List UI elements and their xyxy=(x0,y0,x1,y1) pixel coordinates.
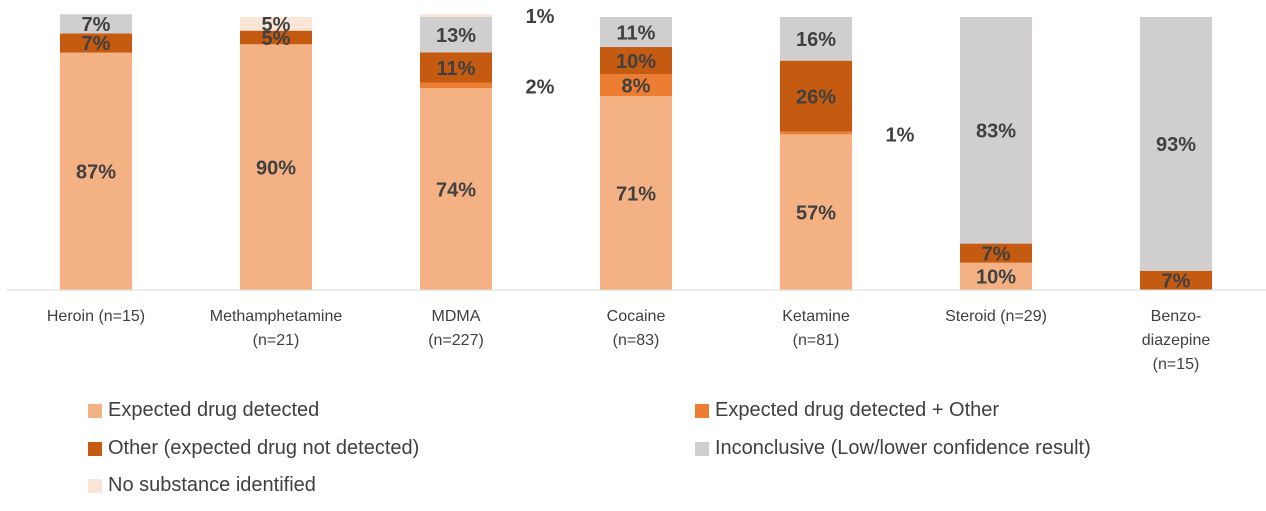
data-label: 13% xyxy=(436,25,476,47)
data-label: 83% xyxy=(976,121,1016,143)
x-tick-label: Ketamine (n=81) xyxy=(782,308,850,349)
bar-segment xyxy=(600,74,672,97)
data-label: 74% xyxy=(436,179,476,201)
legend-label: Expected drug detected + Other xyxy=(715,399,1000,421)
legend-item: Other (expected drug not detected) xyxy=(88,437,419,460)
legend-item: No substance identified xyxy=(88,474,316,497)
legend-item: Inconclusive (Low/lower confidence resul… xyxy=(695,437,1091,460)
bar-segment xyxy=(60,33,132,53)
data-label: 87% xyxy=(76,162,116,184)
data-label: 2% xyxy=(526,77,555,99)
data-label: 10% xyxy=(616,51,656,73)
data-label: 7% xyxy=(982,243,1011,265)
bar-segment xyxy=(780,131,852,135)
data-label: 26% xyxy=(796,86,836,108)
legend-label: No substance identified xyxy=(108,474,316,496)
x-tick-label: Benzo- diazepine (n=15) xyxy=(1141,308,1211,373)
legend-item: Expected drug detected + Other xyxy=(695,399,999,422)
legend-label: Expected drug detected xyxy=(108,399,320,421)
legend-swatch xyxy=(88,441,102,456)
legend-item: Expected drug detected xyxy=(88,399,319,422)
bar-segment xyxy=(420,82,492,88)
legend-swatch xyxy=(88,403,102,418)
legend-swatch xyxy=(695,441,709,456)
bar-segment xyxy=(780,17,852,61)
bar-segment xyxy=(600,47,672,75)
bar-segment xyxy=(60,52,132,290)
data-label: 1% xyxy=(886,124,915,146)
x-tick-label: Cocaine (n=83) xyxy=(606,308,666,349)
data-label: 8% xyxy=(622,76,651,98)
data-label: 90% xyxy=(256,157,296,179)
bar-segment xyxy=(960,17,1032,244)
data-label: 7% xyxy=(82,14,111,36)
data-label: 11% xyxy=(617,22,656,44)
bar-segment xyxy=(960,262,1032,290)
bar-segment xyxy=(240,30,312,45)
bar-segment xyxy=(1140,270,1212,290)
bar-segment xyxy=(420,17,492,53)
bar-segment xyxy=(60,14,132,34)
data-label: 11% xyxy=(437,58,476,80)
bar-segment xyxy=(240,44,312,290)
bar-segment xyxy=(960,243,1032,263)
bar-segment xyxy=(780,134,852,290)
bar-segment xyxy=(420,87,492,290)
data-label: 10% xyxy=(976,267,1016,289)
legend-label: Other (expected drug not detected) xyxy=(108,437,420,459)
legend-label: Inconclusive (Low/lower confidence resul… xyxy=(715,437,1091,459)
bar-segment xyxy=(420,52,492,83)
legend-swatch xyxy=(88,478,102,493)
bar-segment xyxy=(780,60,852,132)
data-label: 1% xyxy=(526,6,555,28)
data-label: 7% xyxy=(1162,271,1191,293)
data-label: 5% xyxy=(262,28,291,50)
legend-swatch xyxy=(695,403,709,418)
x-tick-label: MDMA (n=227) xyxy=(428,308,484,349)
data-label: 71% xyxy=(616,183,656,205)
bar-segment xyxy=(1140,17,1212,271)
x-tick-label: Heroin (n=15) xyxy=(46,308,146,325)
data-label: 57% xyxy=(796,202,836,224)
bar-segment xyxy=(240,17,312,31)
data-label: 5% xyxy=(262,14,291,36)
x-tick-label: Steroid (n=29) xyxy=(945,308,1047,325)
data-label: 93% xyxy=(1156,134,1196,156)
data-label: 7% xyxy=(82,33,111,55)
bar-segment xyxy=(600,96,672,290)
bar-segment xyxy=(600,17,672,48)
data-label: 16% xyxy=(796,29,836,51)
bar-segment xyxy=(420,14,492,17)
x-tick-label: Methamphetamine (n=21) xyxy=(209,308,343,349)
